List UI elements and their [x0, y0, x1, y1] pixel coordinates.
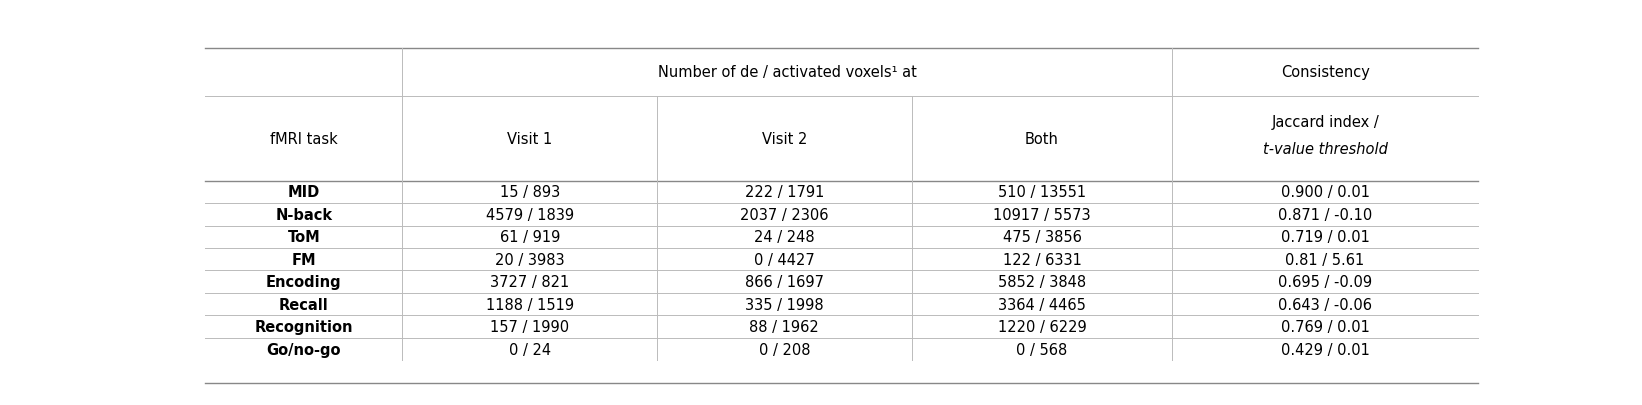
Text: Consistency: Consistency — [1281, 65, 1369, 80]
Text: 0 / 24: 0 / 24 — [509, 342, 550, 357]
Text: Number of de / activated voxels¹ at: Number of de / activated voxels¹ at — [658, 65, 916, 80]
Text: 15 / 893: 15 / 893 — [499, 185, 560, 200]
Text: 3727 / 821: 3727 / 821 — [489, 275, 570, 290]
Text: 88 / 1962: 88 / 1962 — [749, 320, 819, 334]
Text: 0.81 / 5.61: 0.81 / 5.61 — [1286, 252, 1365, 267]
Text: fMRI task: fMRI task — [269, 132, 338, 147]
Text: 0.719 / 0.01: 0.719 / 0.01 — [1281, 230, 1369, 245]
Text: 0.871 / -0.10: 0.871 / -0.10 — [1277, 207, 1373, 222]
Text: 1220 / 6229: 1220 / 6229 — [998, 320, 1087, 334]
Text: 335 / 1998: 335 / 1998 — [745, 297, 824, 312]
Text: Jaccard index /: Jaccard index / — [1271, 115, 1379, 130]
Text: 0 / 568: 0 / 568 — [1016, 342, 1067, 357]
Text: 866 / 1697: 866 / 1697 — [745, 275, 824, 290]
Text: 0.695 / -0.09: 0.695 / -0.09 — [1277, 275, 1373, 290]
Text: 3364 / 4465: 3364 / 4465 — [998, 297, 1085, 312]
Text: Encoding: Encoding — [266, 275, 342, 290]
Text: Visit 1: Visit 1 — [507, 132, 552, 147]
Text: 0 / 208: 0 / 208 — [759, 342, 810, 357]
Text: t-value threshold: t-value threshold — [1263, 142, 1387, 157]
Text: Recognition: Recognition — [255, 320, 353, 334]
Text: 475 / 3856: 475 / 3856 — [1003, 230, 1082, 245]
Text: 4579 / 1839: 4579 / 1839 — [486, 207, 573, 222]
Text: 510 / 13551: 510 / 13551 — [998, 185, 1085, 200]
Text: 1188 / 1519: 1188 / 1519 — [486, 297, 573, 312]
Text: 0 / 4427: 0 / 4427 — [754, 252, 814, 267]
Text: 122 / 6331: 122 / 6331 — [1003, 252, 1082, 267]
Text: FM: FM — [292, 252, 317, 267]
Text: 157 / 1990: 157 / 1990 — [491, 320, 570, 334]
Text: 24 / 248: 24 / 248 — [754, 230, 814, 245]
Text: Both: Both — [1025, 132, 1059, 147]
Text: 10917 / 5573: 10917 / 5573 — [993, 207, 1090, 222]
Text: Go/no-go: Go/no-go — [266, 342, 342, 357]
Text: 2037 / 2306: 2037 / 2306 — [741, 207, 829, 222]
Text: ToM: ToM — [287, 230, 320, 245]
Text: 20 / 3983: 20 / 3983 — [494, 252, 565, 267]
Text: 5852 / 3848: 5852 / 3848 — [998, 275, 1085, 290]
Text: Recall: Recall — [279, 297, 328, 312]
Text: N-back: N-back — [276, 207, 332, 222]
Text: Visit 2: Visit 2 — [762, 132, 806, 147]
Text: 61 / 919: 61 / 919 — [499, 230, 560, 245]
Text: 222 / 1791: 222 / 1791 — [744, 185, 824, 200]
Text: 0.900 / 0.01: 0.900 / 0.01 — [1281, 185, 1369, 200]
Text: 0.429 / 0.01: 0.429 / 0.01 — [1281, 342, 1369, 357]
Text: 0.769 / 0.01: 0.769 / 0.01 — [1281, 320, 1369, 334]
Text: 0.643 / -0.06: 0.643 / -0.06 — [1277, 297, 1373, 312]
Text: MID: MID — [287, 185, 320, 200]
